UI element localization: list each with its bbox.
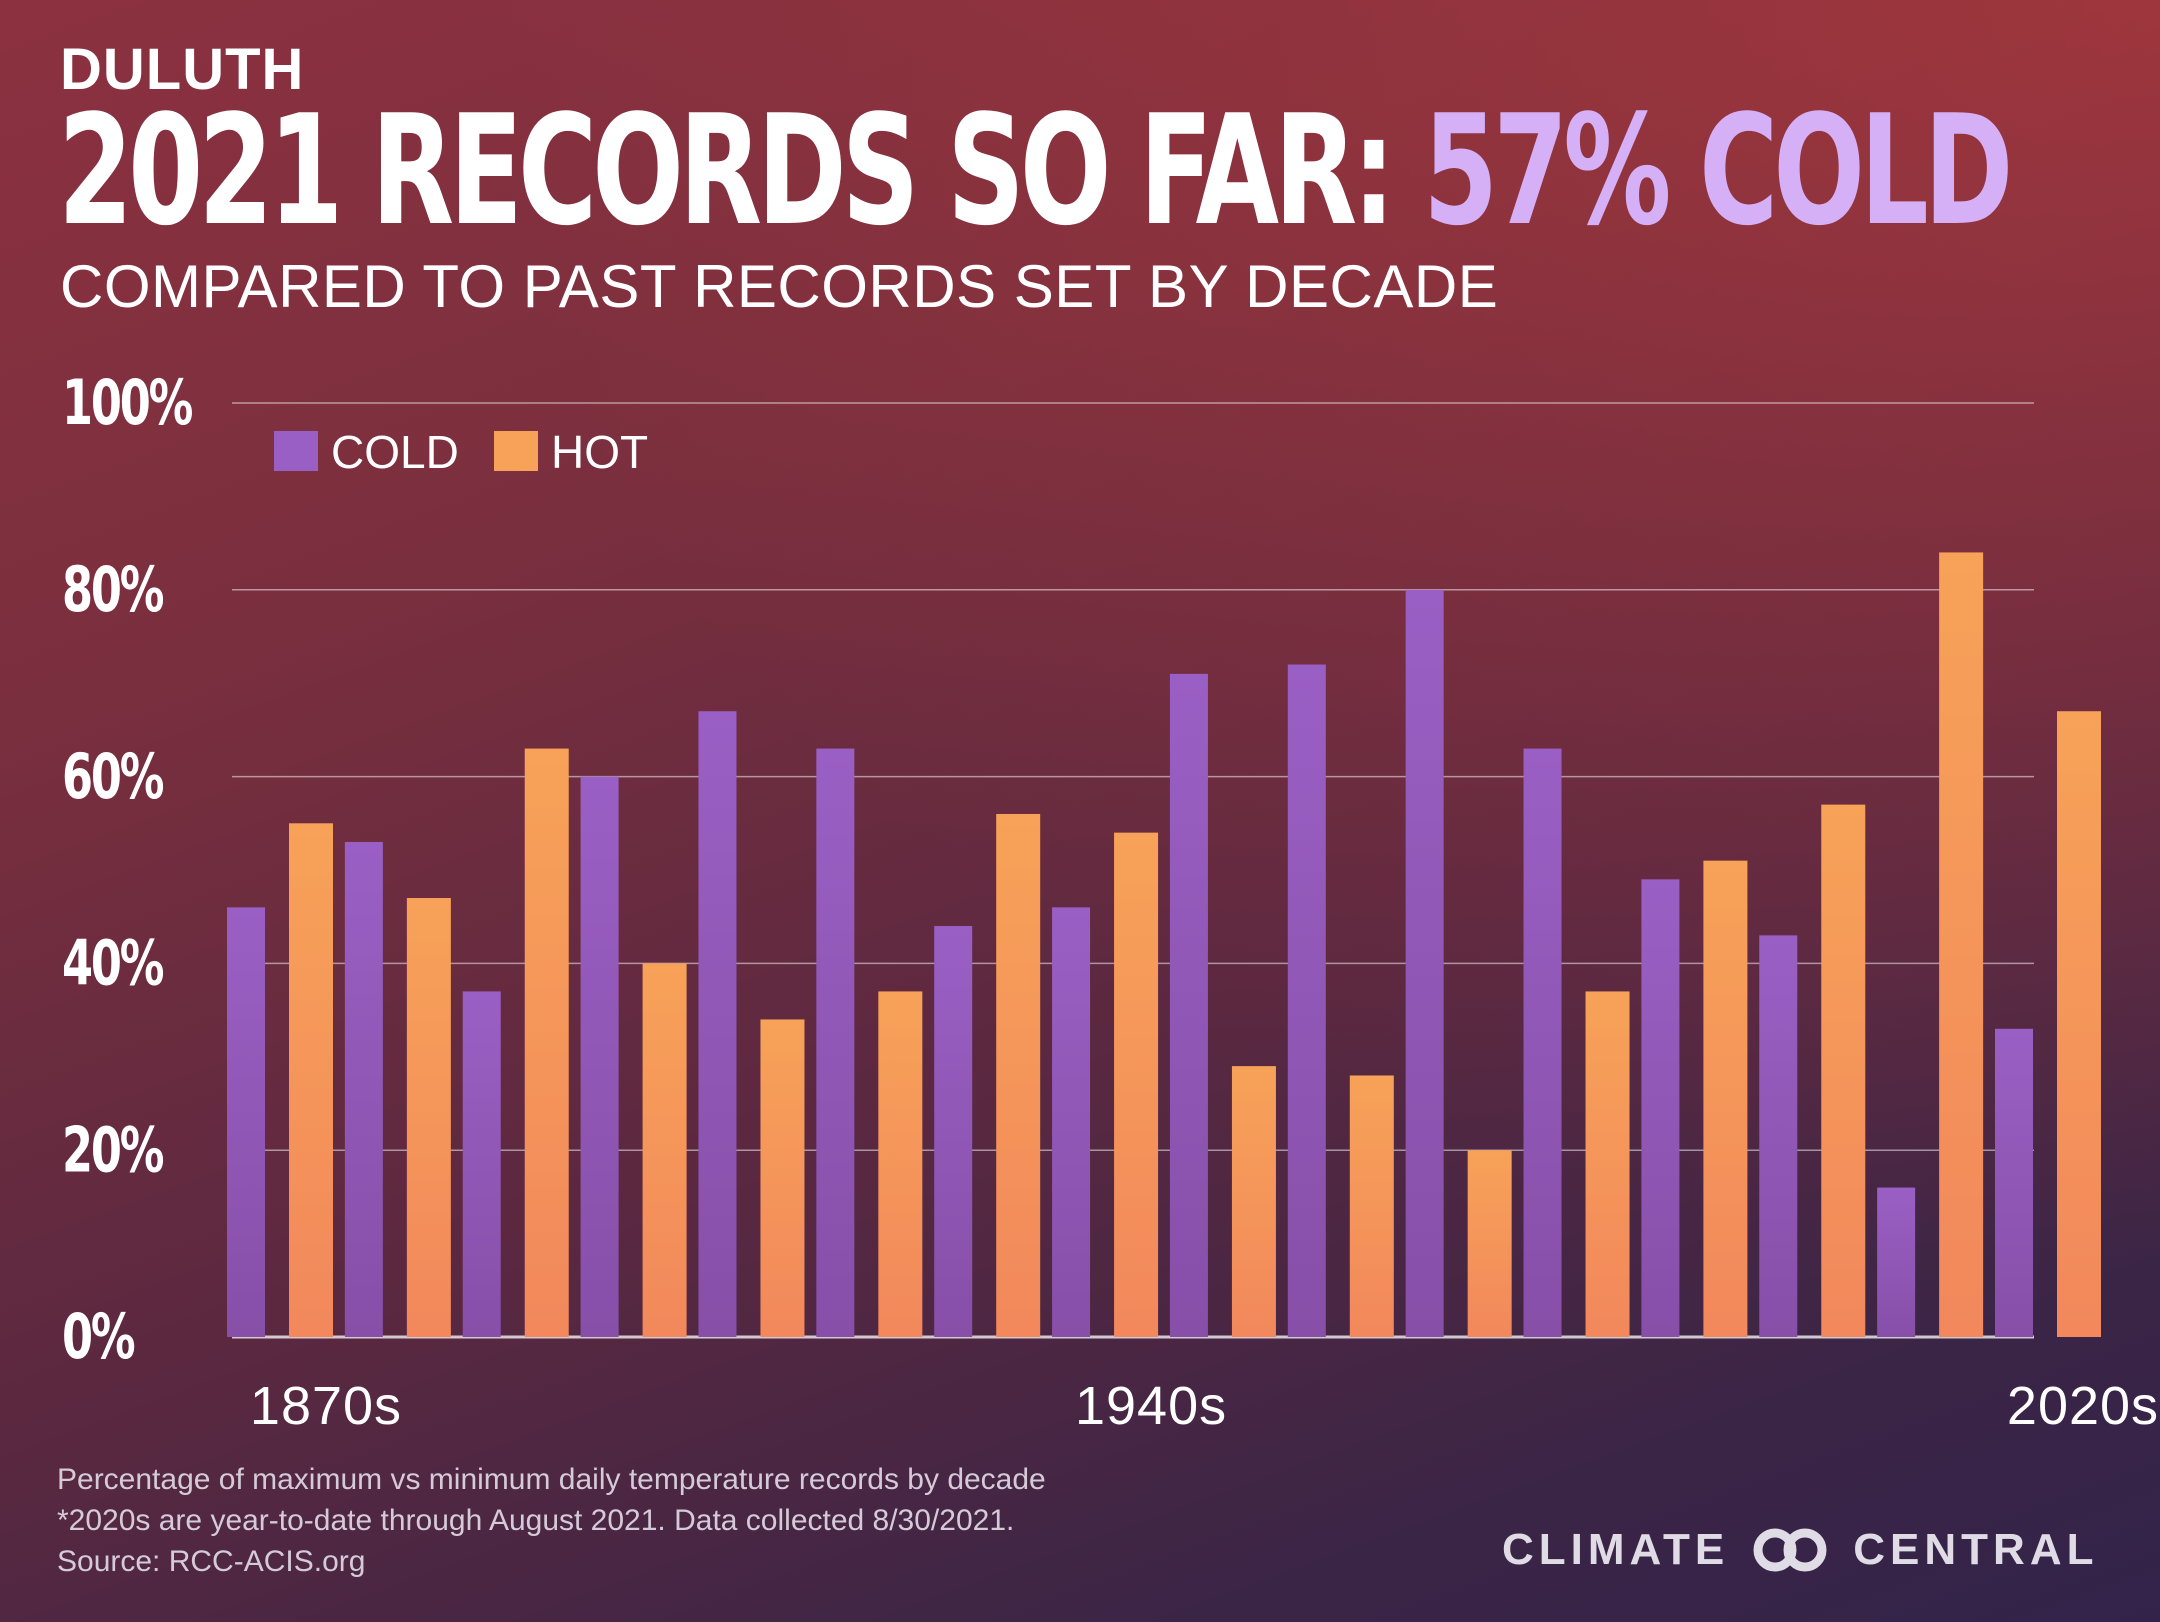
y-tick-label: 20% (62, 1114, 164, 1186)
hot-bar (406, 898, 451, 1337)
subtitle: COMPARED TO PAST RECORDS SET BY DECADE (60, 253, 1499, 320)
legend-swatch-hot (494, 431, 538, 471)
footnotes: Percentage of maximum vs minimum daily t… (57, 1459, 1046, 1582)
cold-bar (227, 907, 265, 1337)
hot-bar (996, 813, 1041, 1337)
headline: 2021 RECORDS SO FAR: 57% COLD (58, 95, 2013, 247)
y-tick-label: 60% (62, 740, 164, 812)
hot-bar (524, 748, 569, 1337)
cold-bar (580, 776, 619, 1337)
hot-bar (289, 823, 333, 1337)
y-tick-label: 100% (62, 367, 192, 439)
hot-bar (760, 1019, 805, 1337)
brand-word-central: CENTRAL (1853, 1525, 2099, 1574)
hot-bar (1939, 552, 1984, 1337)
cold-bar (1641, 879, 1680, 1337)
y-tick-label: 40% (62, 927, 164, 999)
hot-bar (2057, 711, 2101, 1337)
legend-label-cold: COLD (331, 426, 459, 478)
cold-bar (1995, 1028, 2033, 1337)
legend: COLD HOT (274, 426, 648, 478)
x-tick-label: 1870s (250, 1376, 402, 1436)
y-tick-label: 0% (62, 1301, 135, 1373)
y-axis-ticks: 0% 20% 40% 60% 80% 100% (62, 367, 195, 1373)
climate-central-logo-icon (1753, 1528, 1827, 1572)
cold-bar (934, 926, 973, 1337)
cold-bar (1287, 664, 1326, 1337)
cold-bar (1523, 748, 1562, 1337)
footnote-asterisk: *2020s are year-to-date through August 2… (57, 1504, 1015, 1537)
cold-bar (1405, 589, 1444, 1337)
cold-bar (1169, 673, 1208, 1337)
headline-accent: 57% COLD (1423, 82, 2013, 259)
hot-bar (1467, 1150, 1512, 1337)
cold-bar (1052, 907, 1091, 1337)
cold-bar (1759, 935, 1798, 1337)
legend-label-hot: HOT (551, 426, 648, 478)
hot-bar (642, 963, 687, 1337)
cold-bar (462, 991, 501, 1337)
hot-bar (1231, 1066, 1276, 1337)
x-tick-label: 1940s (1075, 1376, 1227, 1436)
city-label: DULUTH (60, 37, 305, 102)
y-tick-label: 80% (62, 554, 164, 626)
cold-bar (698, 711, 737, 1337)
cold-bar (816, 748, 855, 1337)
hot-bar (1821, 804, 1866, 1337)
hot-bar (1114, 832, 1159, 1337)
footnote-source: Source: RCC-ACIS.org (57, 1545, 366, 1578)
hot-bar (1585, 991, 1630, 1337)
cold-bar (344, 841, 383, 1337)
brand-word-climate: CLIMATE (1502, 1525, 1730, 1574)
footnote-description: Percentage of maximum vs minimum daily t… (57, 1463, 1046, 1496)
cold-bar (1877, 1187, 1916, 1337)
legend-swatch-cold (274, 431, 318, 471)
climate-central-logo: CLIMATE CENTRAL (1502, 1525, 2098, 1575)
x-tick-label: 2020s* (2007, 1376, 2160, 1436)
hot-bar (1703, 860, 1748, 1337)
bars (227, 552, 2101, 1337)
hot-bar (1349, 1075, 1394, 1337)
headline-text: 2021 RECORDS SO FAR: (58, 82, 1395, 259)
hot-bar (878, 991, 923, 1337)
x-axis-labels: 1870s 1940s 2020s* (250, 1376, 2160, 1436)
